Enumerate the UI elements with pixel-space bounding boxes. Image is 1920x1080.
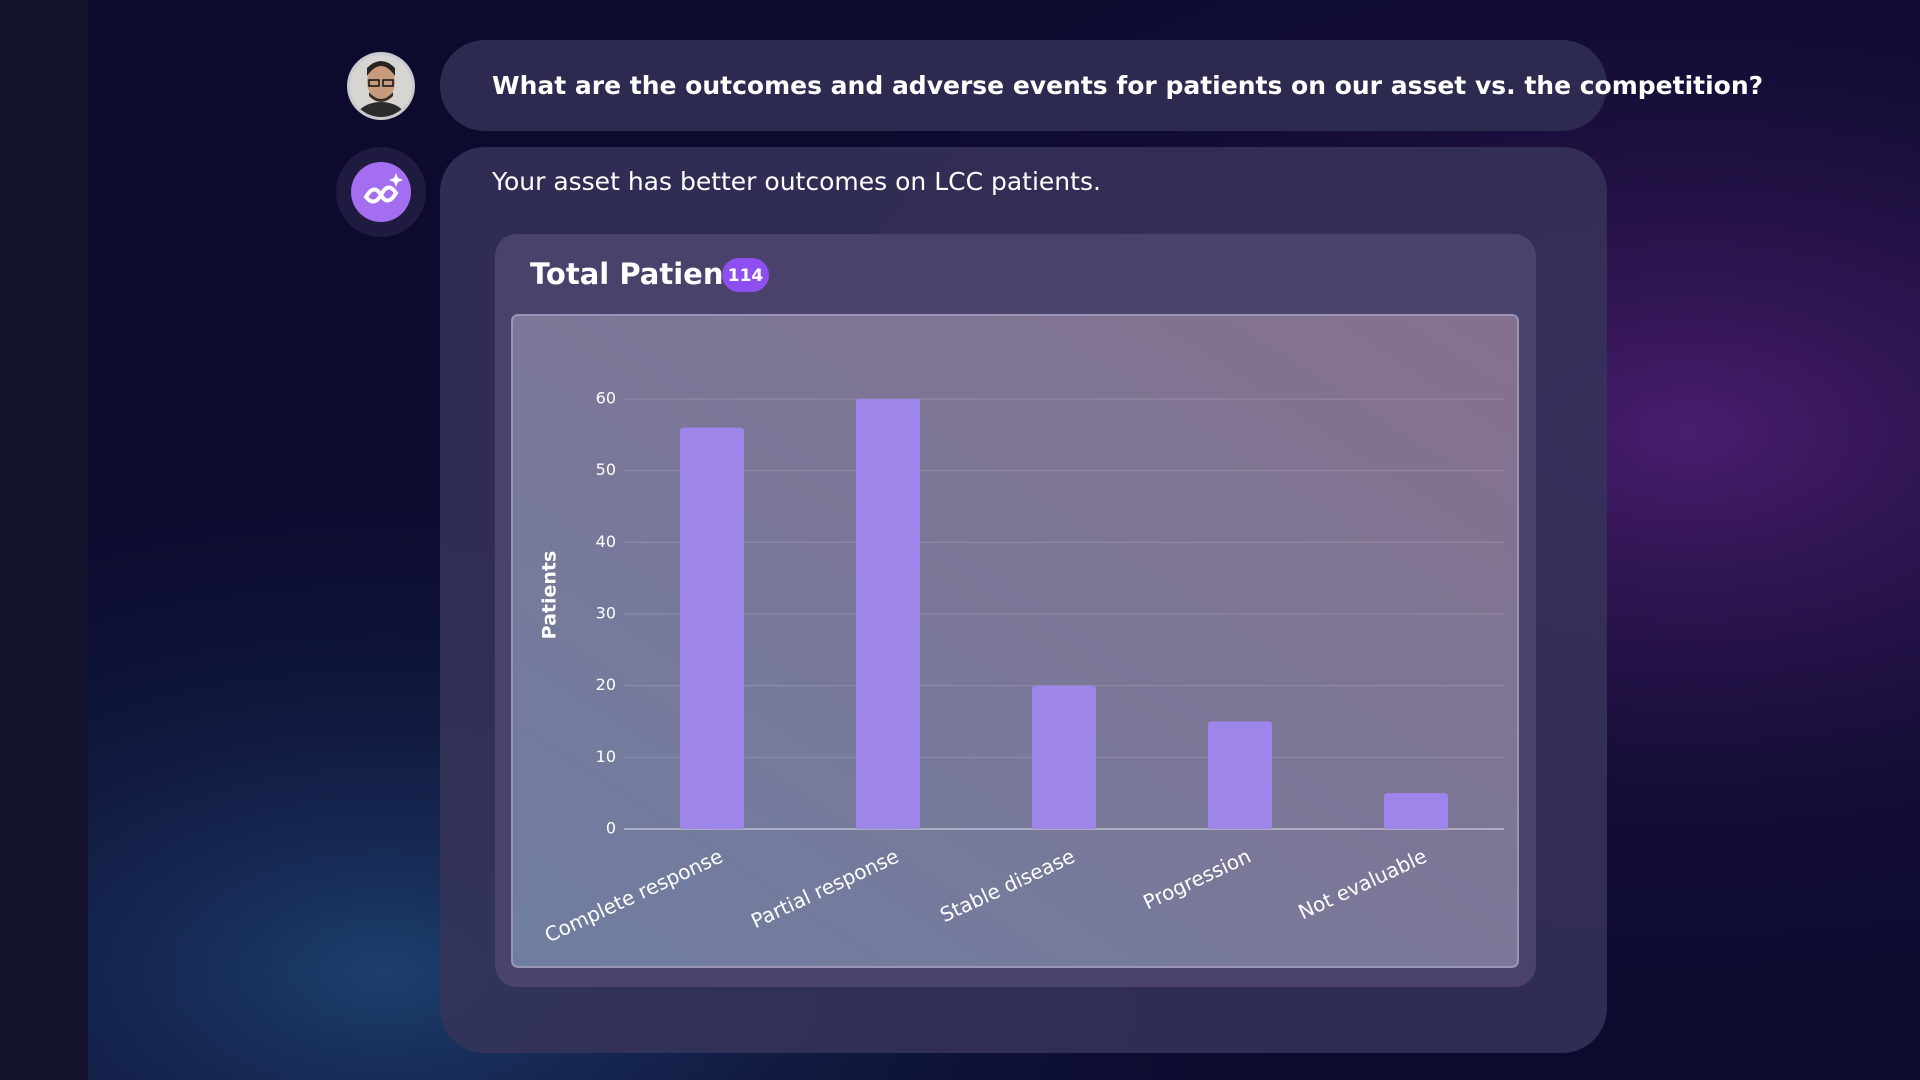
y-tick-label: 10	[596, 747, 616, 766]
chart-title: Total Patients	[530, 257, 755, 291]
y-tick-label: 60	[596, 389, 616, 408]
y-tick-label: 20	[596, 675, 616, 694]
y-tick-label: 30	[596, 604, 616, 623]
assistant-logo	[363, 185, 399, 204]
avatar-photo	[350, 55, 412, 117]
bar	[1208, 721, 1272, 829]
bar	[856, 399, 920, 829]
y-tick-label: 40	[596, 532, 616, 551]
y-axis-label: Patients	[539, 551, 561, 640]
bar	[680, 427, 744, 829]
y-tick-label: 0	[606, 819, 616, 838]
total-badge	[722, 258, 769, 292]
user-message-text: What are the outcomes and adverse events…	[492, 71, 1763, 100]
assistant-message-text: Your asset has better outcomes on LCC pa…	[491, 167, 1101, 196]
sidebar	[0, 0, 88, 1080]
assistant-sparkle	[389, 173, 403, 187]
bar	[1384, 793, 1448, 829]
user-message	[440, 40, 1607, 131]
bar	[1032, 685, 1096, 829]
y-tick-label: 50	[596, 460, 616, 479]
total-badge-value: 114	[728, 266, 764, 286]
